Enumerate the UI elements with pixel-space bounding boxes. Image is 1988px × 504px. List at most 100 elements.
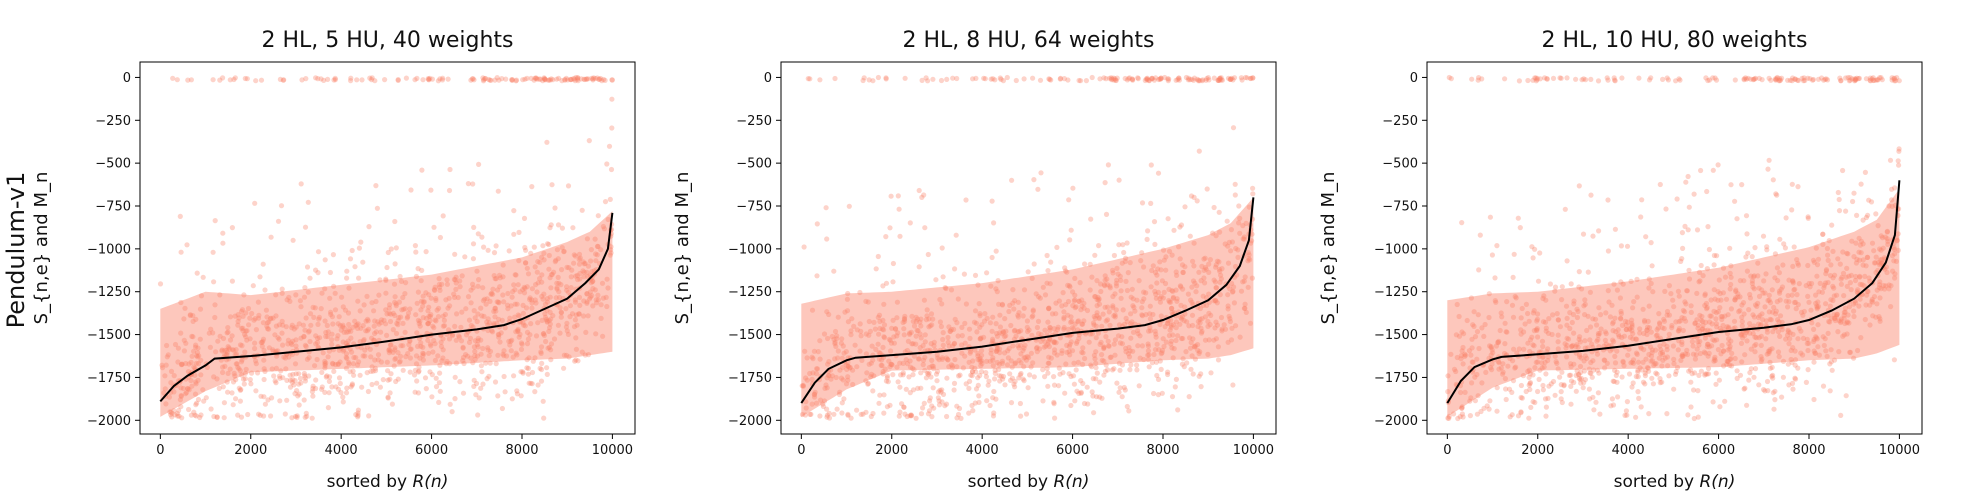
sample-point: [1102, 273, 1108, 279]
sample-point: [1143, 290, 1149, 296]
sample-point: [1682, 223, 1688, 229]
sample-point: [1789, 78, 1795, 84]
sample-point: [468, 287, 474, 293]
sample-point: [1714, 324, 1720, 330]
sample-point: [518, 340, 525, 346]
sample-point: [1022, 354, 1028, 360]
sample-point: [179, 361, 185, 367]
sample-point: [584, 291, 590, 297]
sample-point: [1229, 239, 1235, 245]
sample-point: [1582, 297, 1588, 303]
sample-point: [1510, 314, 1517, 320]
sample-point: [1757, 313, 1763, 319]
sample-point: [835, 314, 841, 320]
sample-point: [913, 319, 919, 325]
sample-point: [1250, 75, 1256, 81]
sample-point: [1685, 412, 1691, 418]
sample-point: [1594, 351, 1601, 357]
sample-point: [571, 260, 577, 266]
sample-point: [1144, 75, 1150, 81]
sample-point: [1812, 350, 1818, 356]
sample-point: [1071, 360, 1077, 366]
sample-point: [264, 323, 270, 329]
sample-point: [1052, 347, 1058, 353]
sample-point: [1863, 76, 1869, 82]
sample-point: [178, 404, 184, 410]
sample-point: [1748, 366, 1754, 372]
sample-point: [548, 272, 555, 278]
sample-point: [1169, 310, 1175, 316]
sample-point: [1584, 355, 1590, 361]
sample-point: [1018, 342, 1024, 348]
sample-point: [1646, 77, 1653, 83]
sample-point: [1242, 274, 1248, 280]
sample-point: [1675, 347, 1681, 353]
sample-point: [485, 347, 491, 353]
sample-point: [824, 385, 830, 391]
sample-point: [1739, 314, 1745, 320]
sample-point: [1835, 189, 1841, 196]
sample-point: [1170, 288, 1176, 294]
sample-point: [481, 313, 487, 319]
sample-point: [1834, 311, 1840, 317]
sample-point: [880, 369, 886, 375]
sample-point: [159, 365, 166, 371]
sample-point: [1791, 244, 1797, 250]
sample-point: [994, 333, 1001, 339]
sample-point: [1576, 183, 1582, 189]
sample-point: [896, 206, 902, 212]
sample-point: [974, 329, 980, 335]
sample-point: [935, 389, 942, 395]
sample-point: [990, 336, 996, 342]
sample-point: [1225, 75, 1232, 81]
sample-point: [1081, 318, 1087, 324]
sample-point: [213, 349, 219, 355]
sample-point: [355, 412, 361, 418]
sample-point: [1725, 331, 1731, 337]
sample-point: [1829, 222, 1835, 228]
sample-point: [1073, 340, 1080, 346]
sample-point: [359, 384, 365, 390]
sample-point: [1240, 279, 1246, 285]
sample-point: [1119, 260, 1125, 266]
sample-point: [1896, 148, 1902, 154]
sample-point: [1706, 77, 1713, 83]
sample-point: [1790, 331, 1796, 337]
plot-area: [157, 74, 616, 421]
sample-point: [1068, 319, 1074, 325]
sample-point: [1616, 334, 1622, 340]
sample-point: [821, 331, 828, 337]
sample-point: [288, 340, 294, 346]
sample-point: [1825, 257, 1831, 263]
sample-point: [957, 372, 963, 378]
sample-point: [1828, 315, 1834, 321]
sample-point: [1613, 372, 1619, 378]
sample-point: [947, 328, 954, 334]
sample-point: [384, 359, 390, 365]
sample-point: [242, 370, 248, 376]
sample-point: [1016, 310, 1022, 316]
sample-point: [929, 322, 935, 328]
sample-point: [1795, 262, 1802, 268]
sample-point: [520, 370, 526, 376]
sample-point: [552, 205, 558, 211]
sample-point: [1785, 77, 1791, 83]
sample-point: [1173, 337, 1179, 344]
sample-point: [1170, 294, 1176, 300]
sample-point: [1028, 364, 1034, 370]
sample-point: [191, 409, 197, 415]
sample-point: [1861, 283, 1867, 289]
sample-point: [1654, 371, 1660, 377]
sample-point: [1679, 256, 1685, 262]
sample-point: [372, 365, 378, 371]
sample-point: [1150, 263, 1156, 269]
sample-point: [875, 253, 881, 260]
sample-point: [468, 355, 474, 361]
sample-point: [1494, 408, 1500, 414]
sample-point: [427, 341, 433, 347]
sample-point: [414, 378, 420, 384]
sample-point: [1679, 315, 1685, 321]
sample-point: [1661, 316, 1667, 322]
sample-point: [1838, 318, 1844, 324]
sample-point: [577, 276, 583, 282]
